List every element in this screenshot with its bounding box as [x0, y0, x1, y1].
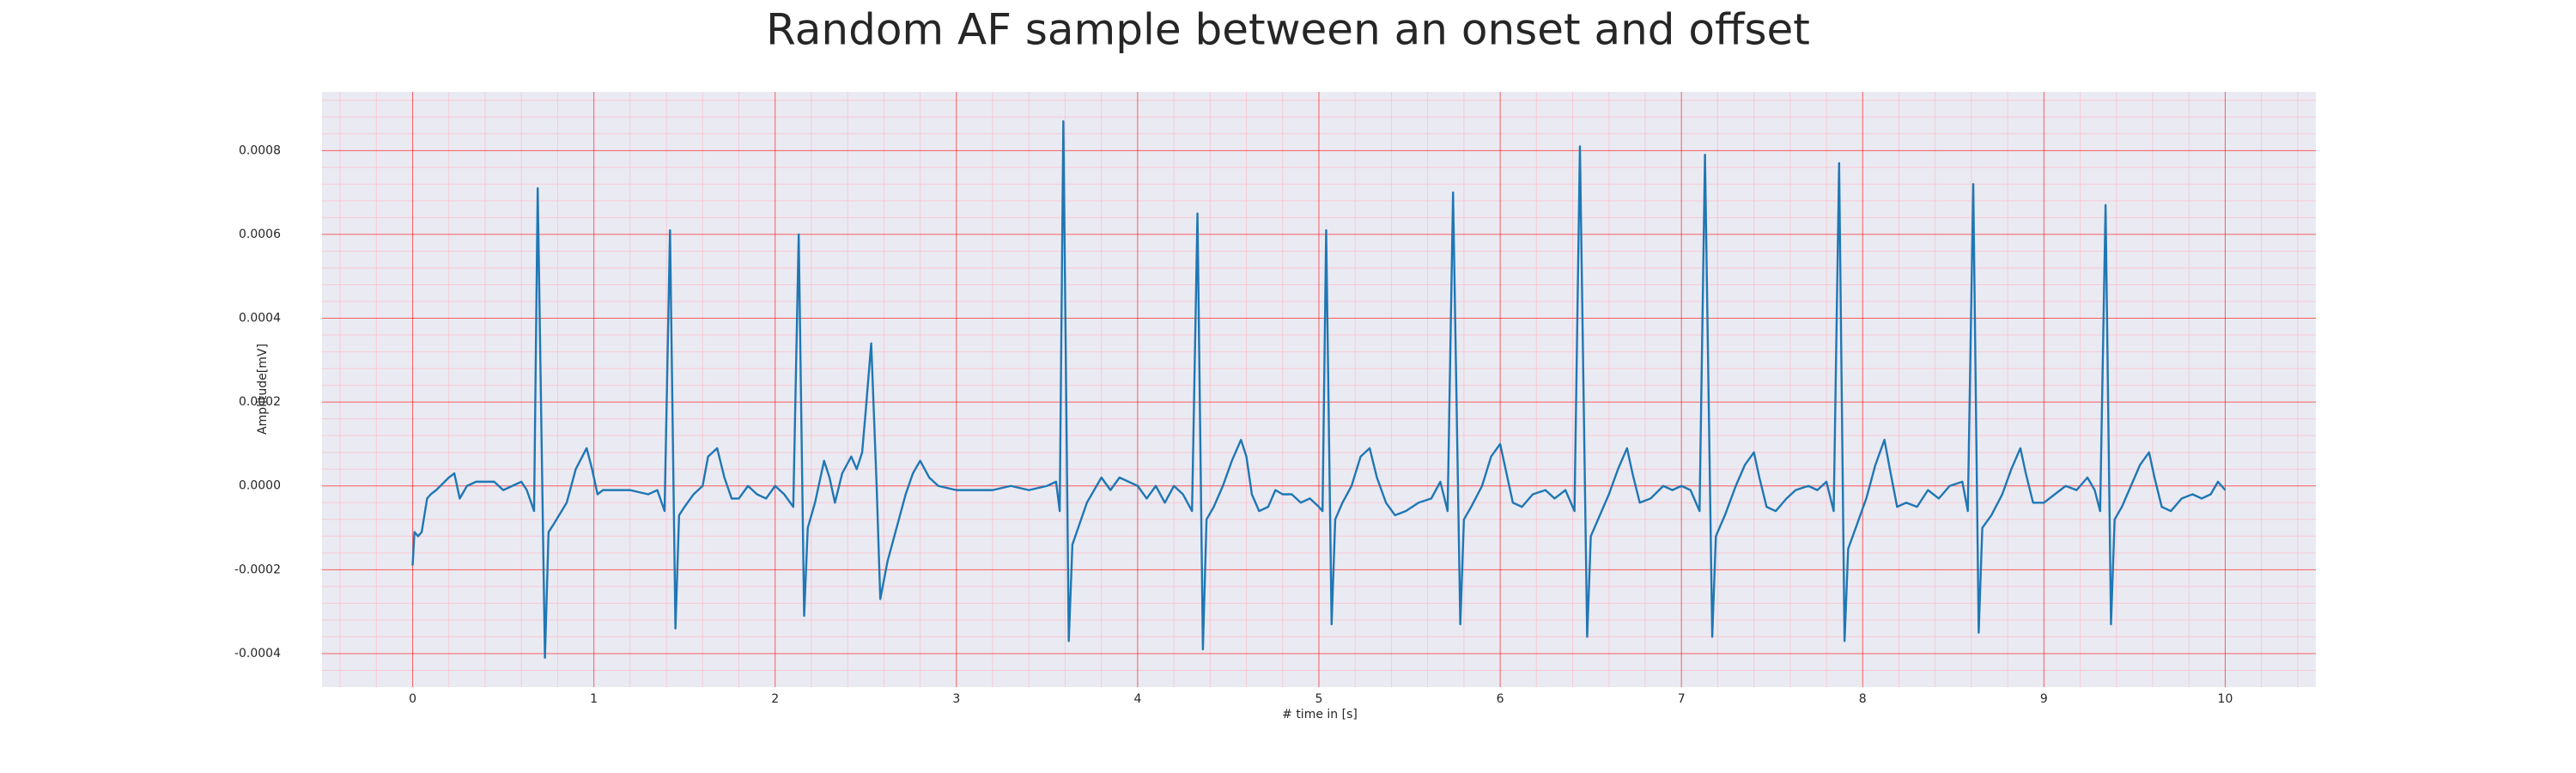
- x-tick-label: 2: [771, 692, 779, 706]
- x-tick-label: 0: [409, 692, 416, 706]
- x-tick-label: 3: [952, 692, 960, 706]
- x-tick-label: 1: [590, 692, 598, 706]
- y-tick-label: 0.0004: [239, 312, 281, 326]
- y-tick-label: 0.0006: [239, 228, 281, 241]
- x-tick-label: 5: [1315, 692, 1323, 706]
- x-tick-label: 6: [1497, 692, 1504, 706]
- x-tick-label: 7: [1678, 692, 1686, 706]
- x-tick-label: 4: [1133, 692, 1141, 706]
- x-tick-label: 10: [2218, 692, 2233, 706]
- y-tick-label: -0.0004: [234, 647, 281, 660]
- y-axis-label: Amplitude[mV]: [256, 344, 270, 435]
- ecg-line: [411, 119, 2227, 660]
- x-axis-label: # time in [s]: [1282, 708, 1358, 721]
- chart-title: Random AF sample between an onset and of…: [766, 5, 1810, 55]
- y-tick-label: 0.0000: [239, 479, 281, 493]
- y-tick-label: -0.0002: [234, 563, 281, 576]
- x-tick-label: 8: [1859, 692, 1867, 706]
- y-tick-label: 0.0002: [239, 395, 281, 409]
- y-tick-label: 0.0008: [239, 143, 281, 157]
- x-tick-label: 9: [2040, 692, 2048, 706]
